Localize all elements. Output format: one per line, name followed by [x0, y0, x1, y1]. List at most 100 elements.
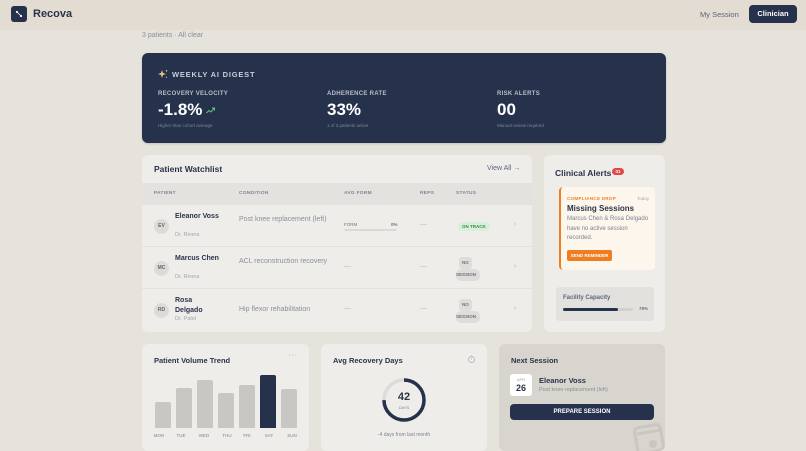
table-header: PATIENT CONDITION AVG FORM REPS STATUS [142, 183, 532, 205]
session-patient: Eleanor Voss [539, 376, 586, 385]
day-label: WED [198, 433, 210, 438]
status-line-2: SESSION [456, 269, 481, 281]
metric-value-row: -1.8% [158, 100, 228, 120]
metric-recovery-velocity: RECOVERY VELOCITY -1.8% Higher than coho… [158, 91, 228, 128]
next-session-card: Next Session APR 26 Eleanor Voss Post kn… [499, 344, 665, 451]
status-line-2: SESSION [456, 311, 481, 323]
patient-volume-card: Patient Volume Trend ··· MON TUE WED THU… [142, 344, 309, 451]
bar-fri[interactable] [239, 385, 255, 428]
bar-sat[interactable] [260, 375, 276, 428]
metric-adherence-rate: ADHERENCE RATE 33% 1 of 3 patients activ… [327, 91, 387, 128]
status-badge: NO SESSION [456, 257, 481, 281]
avatar: EV [154, 219, 169, 234]
alert-time: Today [636, 196, 649, 201]
capacity-bar [563, 308, 633, 311]
doctor-name: Dr. Rivera [175, 274, 200, 280]
page-subtitle: 3 patients · All clear [142, 32, 204, 39]
top-bar: Recova My Session Clinician [0, 0, 806, 30]
metric-label: RECOVERY VELOCITY [158, 91, 229, 97]
col-condition[interactable]: CONDITION [239, 191, 269, 196]
sparkle-icon [158, 70, 168, 78]
chevron-right-icon[interactable]: › [514, 221, 517, 228]
more-options-icon[interactable]: ··· [288, 352, 297, 359]
patient-watchlist-card: Patient Watchlist View All → PATIENT CON… [142, 155, 532, 332]
watchlist-title: Patient Watchlist [154, 164, 223, 174]
alert-item[interactable]: COMPLIANCE DROP Today Missing Sessions M… [559, 187, 655, 270]
reps-value: — [420, 221, 427, 228]
table-row[interactable]: RD Rosa Delgado Dr. Patel Hip flexor reh… [142, 289, 532, 331]
bar-mon[interactable] [155, 402, 171, 428]
session-day: 26 [515, 383, 526, 393]
logo-icon[interactable] [11, 6, 27, 22]
condition: Hip flexor rehabilitation [239, 306, 311, 313]
form-value: — [344, 263, 351, 270]
metric-risk-alerts: RISK ALERTS 00 Manual review required [497, 91, 544, 128]
patient-name: Rosa Delgado [175, 297, 203, 314]
bar-wed[interactable] [197, 380, 213, 428]
next-session-title: Next Session [511, 356, 559, 365]
send-reminder-button[interactable]: SEND REMINDER [567, 250, 612, 261]
bar-sun[interactable] [281, 389, 297, 428]
chevron-right-icon[interactable]: › [514, 263, 517, 270]
bar-tue[interactable] [176, 388, 192, 428]
day-label: SUN [287, 433, 297, 438]
reps-value: — [420, 263, 427, 270]
session-condition: Post knee replacement (left) [539, 387, 608, 393]
doctor-name: Dr. Rivera [175, 232, 200, 238]
stopwatch-icon[interactable] [468, 355, 475, 363]
status-badge: ON TRACK [458, 222, 490, 231]
recovery-unit: DAYS [398, 405, 410, 410]
view-all-link[interactable]: View All → [487, 165, 521, 172]
status-line-1: NO [459, 257, 472, 269]
bar-thu[interactable] [218, 393, 234, 428]
form-percent: 0% [391, 222, 398, 227]
alert-kind: COMPLIANCE DROP [567, 196, 617, 201]
metric-value: 00 [497, 100, 516, 119]
table-row[interactable]: MC Marcus Chen Dr. Rivera ACL reconstruc… [142, 247, 532, 289]
day-label: THU [222, 433, 232, 438]
trend-up-icon [206, 107, 216, 113]
weekly-digest-panel: WEEKLY AI DIGEST RECOVERY VELOCITY -1.8%… [142, 53, 666, 143]
form-label: FORM [344, 222, 358, 227]
calendar-icon [633, 423, 665, 451]
avg-recovery-card: Avg Recovery Days 42 DAYS -4 days from l… [321, 344, 487, 451]
prepare-session-button[interactable]: PREPARE SESSION [510, 404, 654, 420]
alert-heading: Missing Sessions [567, 204, 635, 213]
day-label: MON [153, 433, 165, 438]
clinician-button[interactable]: Clinician [749, 5, 797, 23]
metric-value: 33% [327, 100, 362, 119]
metric-label: RISK ALERTS [497, 91, 541, 97]
chevron-right-icon[interactable]: › [514, 305, 517, 312]
clinical-alerts-card: Clinical Alerts 01 COMPLIANCE DROP Today… [544, 155, 665, 332]
alerts-count-badge: 01 [612, 168, 624, 175]
recovery-title: Avg Recovery Days [333, 356, 403, 365]
col-avg-form[interactable]: AVG FORM [344, 191, 372, 196]
reps-value: — [420, 305, 427, 312]
metric-sub: 1 of 3 patients active [327, 123, 369, 128]
col-status[interactable]: STATUS [456, 191, 477, 196]
condition: Post knee replacement (left) [239, 216, 327, 223]
recovery-progress-ring [382, 378, 426, 422]
capacity-label: Facility Capacity [563, 295, 611, 301]
digest-header: WEEKLY AI DIGEST [158, 69, 255, 79]
brand-name[interactable]: Recova [33, 8, 73, 20]
avatar: MC [154, 261, 169, 276]
my-session-link[interactable]: My Session [700, 10, 739, 19]
metric-label: ADHERENCE RATE [327, 91, 387, 97]
day-label: SAT [264, 433, 274, 438]
col-reps[interactable]: REPS [420, 191, 435, 196]
col-patient[interactable]: PATIENT [154, 191, 176, 196]
alert-body: Marcus Chen & Rosa Delgado have no activ… [567, 216, 649, 241]
session-date: APR 26 [510, 374, 532, 396]
condition: ACL reconstruction recovery [239, 258, 328, 265]
metric-sub: Manual review required [497, 123, 544, 128]
doctor-name: Dr. Patel [175, 316, 197, 322]
form-value: — [344, 305, 351, 312]
form-progress-bar [344, 229, 397, 231]
capacity-bar-fill [563, 308, 618, 311]
table-row[interactable]: EV Eleanor Voss Dr. Rivera Post knee rep… [142, 205, 532, 247]
volume-title: Patient Volume Trend [154, 356, 231, 365]
day-label: FRI [243, 433, 251, 438]
facility-capacity: Facility Capacity 78% [556, 287, 654, 321]
metric-value: -1.8% [158, 100, 203, 119]
